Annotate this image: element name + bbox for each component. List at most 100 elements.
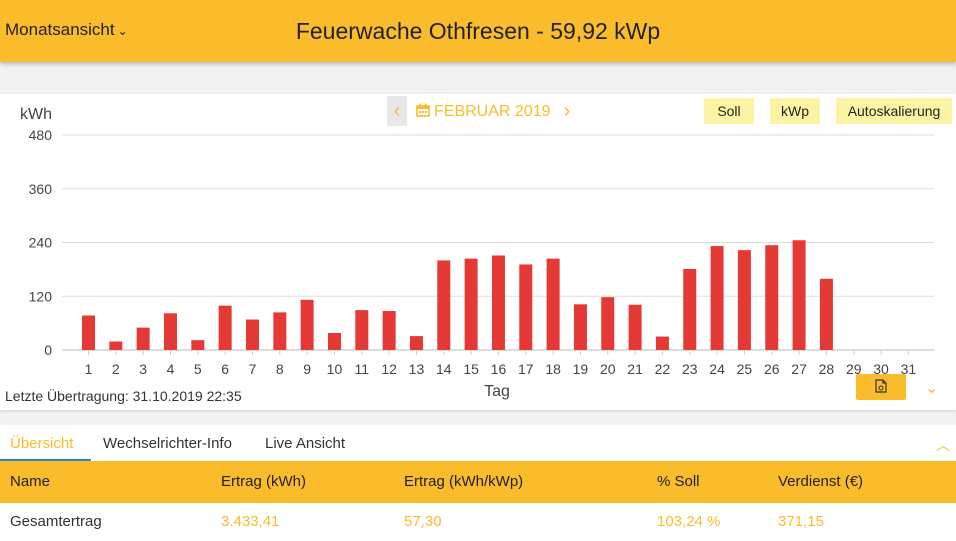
bar-day-1: [82, 315, 95, 350]
x-tick-label: 30: [873, 361, 889, 377]
bar-day-22: [655, 336, 669, 350]
x-tick-label: 12: [381, 361, 397, 377]
view-mode-label: Monatsansicht: [5, 20, 115, 39]
x-tick-label: 14: [436, 361, 452, 377]
bar-day-7: [245, 319, 259, 350]
active-tab-indicator: [0, 459, 91, 461]
column-header-specific-yield: Ertrag (kWh/kWp): [404, 473, 524, 490]
bar-day-18: [546, 258, 560, 350]
bar-day-4: [163, 313, 177, 350]
y-tick-label: 0: [44, 342, 52, 358]
chevron-up-icon[interactable]: ︿: [936, 437, 950, 453]
bar-day-3: [136, 327, 150, 350]
x-tick-label: 25: [737, 361, 753, 377]
column-header-name: Name: [10, 473, 51, 490]
y-tick-label: 240: [29, 235, 53, 251]
next-month-button[interactable]: ›: [563, 100, 571, 122]
bar-day-12: [382, 311, 396, 350]
row-percent-target: 103,24 %: [657, 513, 721, 530]
x-axis-label: Tag: [484, 383, 510, 400]
x-tick-label: 15: [463, 361, 479, 377]
tab-bar: Übersicht Wechselrichter-Info Live Ansic…: [0, 425, 956, 461]
bar-day-8: [273, 312, 287, 350]
x-tick-label: 16: [491, 361, 507, 377]
x-tick-label: 9: [303, 361, 311, 377]
bar-day-2: [109, 341, 123, 350]
x-tick-label: 3: [139, 361, 147, 377]
x-tick-label: 31: [901, 361, 917, 377]
bar-day-21: [628, 304, 642, 350]
bar-day-15: [464, 258, 478, 350]
y-tick-label: 480: [29, 127, 53, 143]
x-tick-label: 19: [573, 361, 589, 377]
month-selector[interactable]: FEBRUAR 2019: [416, 103, 551, 121]
column-header-yield: Ertrag (kWh): [221, 473, 307, 490]
soll-toggle-button[interactable]: Soll: [704, 98, 754, 124]
x-tick-label: 26: [764, 361, 780, 377]
chart-card: 0 120 240 360 480 kWh 1 2 3 4 5 6 7 8 9 10 11 12 13 14 15 16 1…: [0, 94, 956, 410]
x-tick-label: 10: [327, 361, 343, 377]
y-tick-label: 360: [29, 181, 53, 197]
x-tick-label: 7: [249, 361, 257, 377]
x-tick-label: 22: [655, 361, 671, 377]
x-tick-label: 1: [85, 361, 93, 377]
x-tick-label: 20: [600, 361, 616, 377]
bar-day-25: [737, 250, 751, 350]
x-tick-label: 21: [627, 361, 643, 377]
x-tick-label: 13: [409, 361, 425, 377]
previous-month-button[interactable]: ‹: [387, 96, 407, 126]
table-row: Gesamtertrag 3.433,41 57,30 103,24 % 371…: [0, 503, 956, 541]
x-tick-label: 8: [276, 361, 284, 377]
x-tick-label: 11: [355, 361, 370, 377]
pdf-export-button[interactable]: [856, 374, 906, 400]
autoscale-toggle-button[interactable]: Autoskalierung: [836, 98, 952, 124]
tab-inverter-info[interactable]: Wechselrichter-Info: [103, 435, 232, 452]
bar-day-14: [437, 260, 451, 350]
row-yield: 3.433,41: [221, 513, 280, 530]
pdf-export-icon: [875, 379, 887, 393]
row-specific-yield: 57,30: [404, 513, 442, 530]
bar-day-13: [409, 336, 423, 350]
x-tick-label: 27: [791, 361, 807, 377]
x-tick-label: 2: [112, 361, 120, 377]
y-axis-label: kWh: [20, 106, 52, 123]
x-tick-label: 18: [545, 361, 561, 377]
x-tick-label: 29: [846, 361, 862, 377]
x-tick-label: 17: [518, 361, 534, 377]
bar-day-6: [218, 305, 232, 350]
table-header: Name Ertrag (kWh) Ertrag (kWh/kWp) % Sol…: [0, 461, 956, 503]
column-header-percent-target: % Soll: [657, 473, 700, 490]
last-transmission-text: Letzte Übertragung: 31.10.2019 22:35: [5, 388, 242, 404]
bar-day-24: [710, 246, 724, 350]
chevron-down-icon: ⌄: [117, 24, 128, 38]
x-tick-label: 23: [682, 361, 698, 377]
y-tick-label: 120: [29, 288, 53, 304]
bar-day-16: [491, 255, 505, 350]
bar-day-19: [573, 304, 587, 350]
column-header-earnings: Verdienst (€): [778, 473, 864, 490]
tab-overview[interactable]: Übersicht: [10, 435, 74, 452]
view-mode-dropdown[interactable]: Monatsansicht ⌄: [5, 20, 128, 40]
calendar-icon: [416, 103, 430, 117]
bar-day-9: [300, 299, 314, 350]
bar-day-5: [191, 340, 205, 350]
bar-day-28: [819, 278, 833, 350]
month-label: FEBRUAR 2019: [434, 103, 551, 120]
page-title: Feuerwache Othfresen - 59,92 kWp: [295, 18, 661, 44]
row-name: Gesamtertrag: [10, 513, 102, 530]
kwp-toggle-button[interactable]: kWp: [770, 98, 820, 124]
tab-live-view[interactable]: Live Ansicht: [265, 435, 346, 452]
bar-day-11: [355, 310, 369, 350]
row-earnings: 371,15: [778, 513, 824, 530]
bar-day-26: [765, 245, 779, 350]
bar-day-10: [327, 332, 341, 350]
chevron-down-icon[interactable]: ⌄: [925, 380, 939, 397]
x-tick-label: 24: [709, 361, 725, 377]
x-tick-label: 6: [221, 361, 229, 377]
bar-day-20: [601, 297, 615, 350]
app-header: Monatsansicht ⌄ Feuerwache Othfresen - 59…: [0, 0, 956, 62]
x-tick-label: 28: [819, 361, 835, 377]
x-tick-label: 5: [194, 361, 202, 377]
bar-day-17: [519, 264, 533, 350]
